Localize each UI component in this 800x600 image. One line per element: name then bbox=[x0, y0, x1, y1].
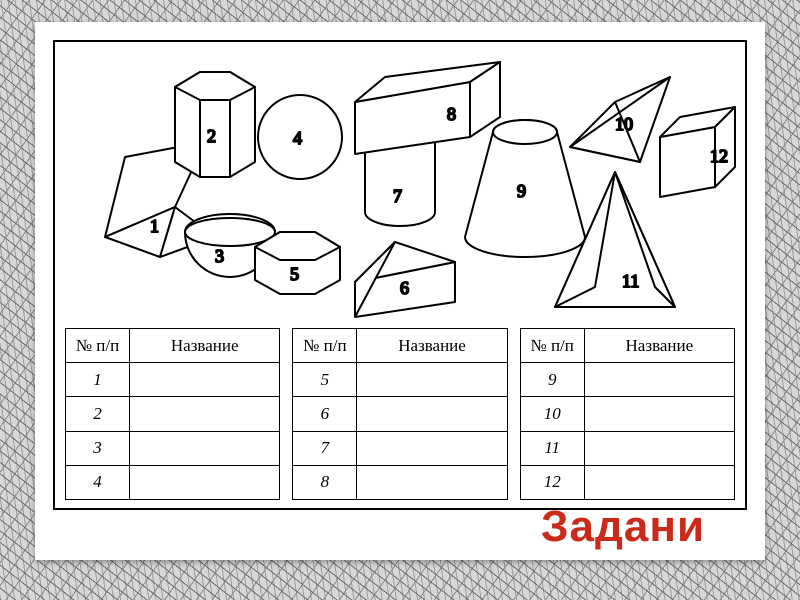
label-11: 11 bbox=[622, 271, 639, 291]
cell-name[interactable] bbox=[357, 363, 507, 397]
table-col-3: № п/п Название 9 10 11 12 bbox=[520, 328, 735, 500]
cell-name[interactable] bbox=[584, 465, 734, 499]
cell-num: 3 bbox=[66, 431, 130, 465]
th-name: Название bbox=[584, 329, 734, 363]
label-1: 1 bbox=[150, 216, 159, 236]
cell-num: 1 bbox=[66, 363, 130, 397]
cell-name[interactable] bbox=[130, 431, 280, 465]
cell-num: 4 bbox=[66, 465, 130, 499]
shapes-illustration: 1 2 3 4 5 bbox=[55, 42, 745, 322]
shapes-svg: 1 2 3 4 5 bbox=[55, 42, 745, 322]
label-2: 2 bbox=[207, 126, 216, 146]
cell-name[interactable] bbox=[584, 363, 734, 397]
cell-name[interactable] bbox=[357, 431, 507, 465]
cell-num: 9 bbox=[520, 363, 584, 397]
shape-9-top bbox=[493, 120, 557, 144]
cell-num: 10 bbox=[520, 397, 584, 431]
answer-tables: № п/п Название 1 2 3 4 № п/п Название 5 … bbox=[55, 322, 745, 508]
shape-12-front bbox=[660, 127, 715, 197]
label-3: 3 bbox=[215, 246, 224, 266]
cell-num: 8 bbox=[293, 465, 357, 499]
cell-num: 6 bbox=[293, 397, 357, 431]
table-col-1: № п/п Название 1 2 3 4 bbox=[65, 328, 280, 500]
cell-num: 2 bbox=[66, 397, 130, 431]
cell-name[interactable] bbox=[130, 465, 280, 499]
label-7: 7 bbox=[393, 186, 402, 206]
cell-num: 5 bbox=[293, 363, 357, 397]
cell-name[interactable] bbox=[130, 363, 280, 397]
cell-name[interactable] bbox=[584, 397, 734, 431]
overlay-text: Задани bbox=[541, 502, 705, 552]
label-4: 4 bbox=[293, 128, 302, 148]
cell-num: 7 bbox=[293, 431, 357, 465]
th-num: № п/п bbox=[66, 329, 130, 363]
cell-num: 12 bbox=[520, 465, 584, 499]
cell-name[interactable] bbox=[357, 397, 507, 431]
label-9: 9 bbox=[517, 181, 526, 201]
label-12: 12 bbox=[710, 146, 728, 166]
label-8: 8 bbox=[447, 104, 456, 124]
label-5: 5 bbox=[290, 264, 299, 284]
cell-name[interactable] bbox=[130, 397, 280, 431]
th-num: № п/п bbox=[520, 329, 584, 363]
label-6: 6 bbox=[400, 278, 409, 298]
worksheet-card: 1 2 3 4 5 bbox=[35, 22, 765, 560]
table-col-2: № п/п Название 5 6 7 8 bbox=[292, 328, 507, 500]
cell-name[interactable] bbox=[357, 465, 507, 499]
th-num: № п/п bbox=[293, 329, 357, 363]
cell-num: 11 bbox=[520, 431, 584, 465]
th-name: Название bbox=[357, 329, 507, 363]
th-name: Название bbox=[130, 329, 280, 363]
cell-name[interactable] bbox=[584, 431, 734, 465]
label-10: 10 bbox=[615, 114, 633, 134]
inner-frame: 1 2 3 4 5 bbox=[53, 40, 747, 510]
